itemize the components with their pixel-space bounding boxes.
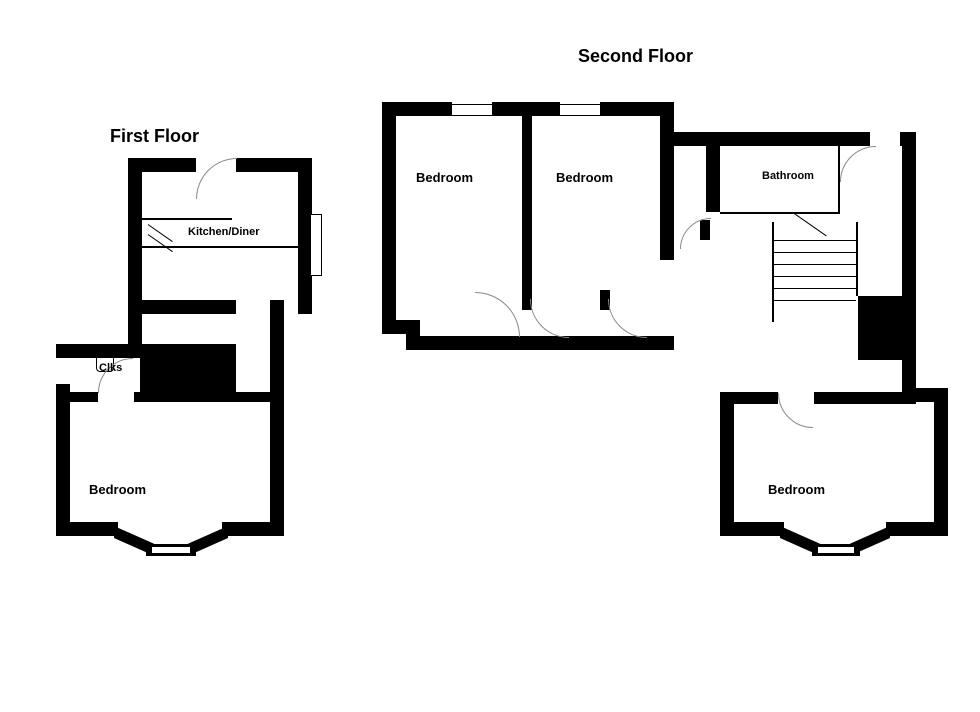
stair-tread (774, 276, 856, 277)
wall (902, 388, 948, 402)
door-arc (680, 218, 742, 280)
stair-rail (856, 222, 858, 296)
label-sf-bedroom-1: Bedroom (416, 170, 473, 185)
stair-tread (774, 288, 856, 289)
stair-rail (772, 222, 774, 322)
stair-tread (774, 252, 856, 253)
window-frame (560, 104, 600, 116)
wall (56, 392, 284, 402)
window (310, 214, 322, 276)
stair-diag (793, 213, 826, 237)
door-arc (530, 260, 608, 338)
wall (382, 102, 396, 334)
jamb (660, 220, 674, 260)
wall (56, 522, 118, 536)
wall (660, 336, 674, 350)
wall (660, 102, 674, 222)
wall (270, 300, 284, 536)
wall (720, 522, 784, 536)
title-first-floor: First Floor (110, 126, 199, 147)
label-sf-bedroom-3: Bedroom (768, 482, 825, 497)
door-gap (98, 392, 134, 402)
wall (720, 392, 916, 404)
door-gap (870, 132, 900, 146)
wall (934, 392, 948, 536)
stair (148, 234, 173, 252)
label-ff-bedroom: Bedroom (89, 482, 146, 497)
wall (522, 108, 532, 296)
bay-window (818, 547, 854, 553)
title-second-floor: Second Floor (578, 46, 693, 67)
label-sf-bedroom-2: Bedroom (556, 170, 613, 185)
window-frame (452, 104, 492, 116)
floorplan-canvas: First Floor Second Floor (0, 0, 980, 712)
door-gap (236, 300, 270, 314)
wall (222, 522, 284, 536)
wall (886, 522, 948, 536)
solid-block (140, 344, 236, 396)
stair (148, 224, 173, 242)
interior-wall (720, 212, 840, 214)
label-kitchen-diner: Kitchen/Diner (188, 226, 260, 238)
wall (902, 132, 916, 402)
door-arc (608, 260, 686, 338)
stair-tread (774, 264, 856, 265)
stair-tread (774, 300, 856, 301)
stair-tread (774, 240, 856, 241)
bay-window (152, 547, 190, 553)
wall (128, 158, 142, 358)
wall (406, 336, 674, 350)
label-clks: Clks (99, 362, 122, 374)
solid-block (858, 296, 916, 360)
wall (720, 392, 734, 536)
interior-wall (142, 218, 232, 220)
label-sf-bathroom: Bathroom (762, 170, 814, 182)
interior-wall (838, 146, 840, 214)
door-gap (56, 358, 70, 384)
